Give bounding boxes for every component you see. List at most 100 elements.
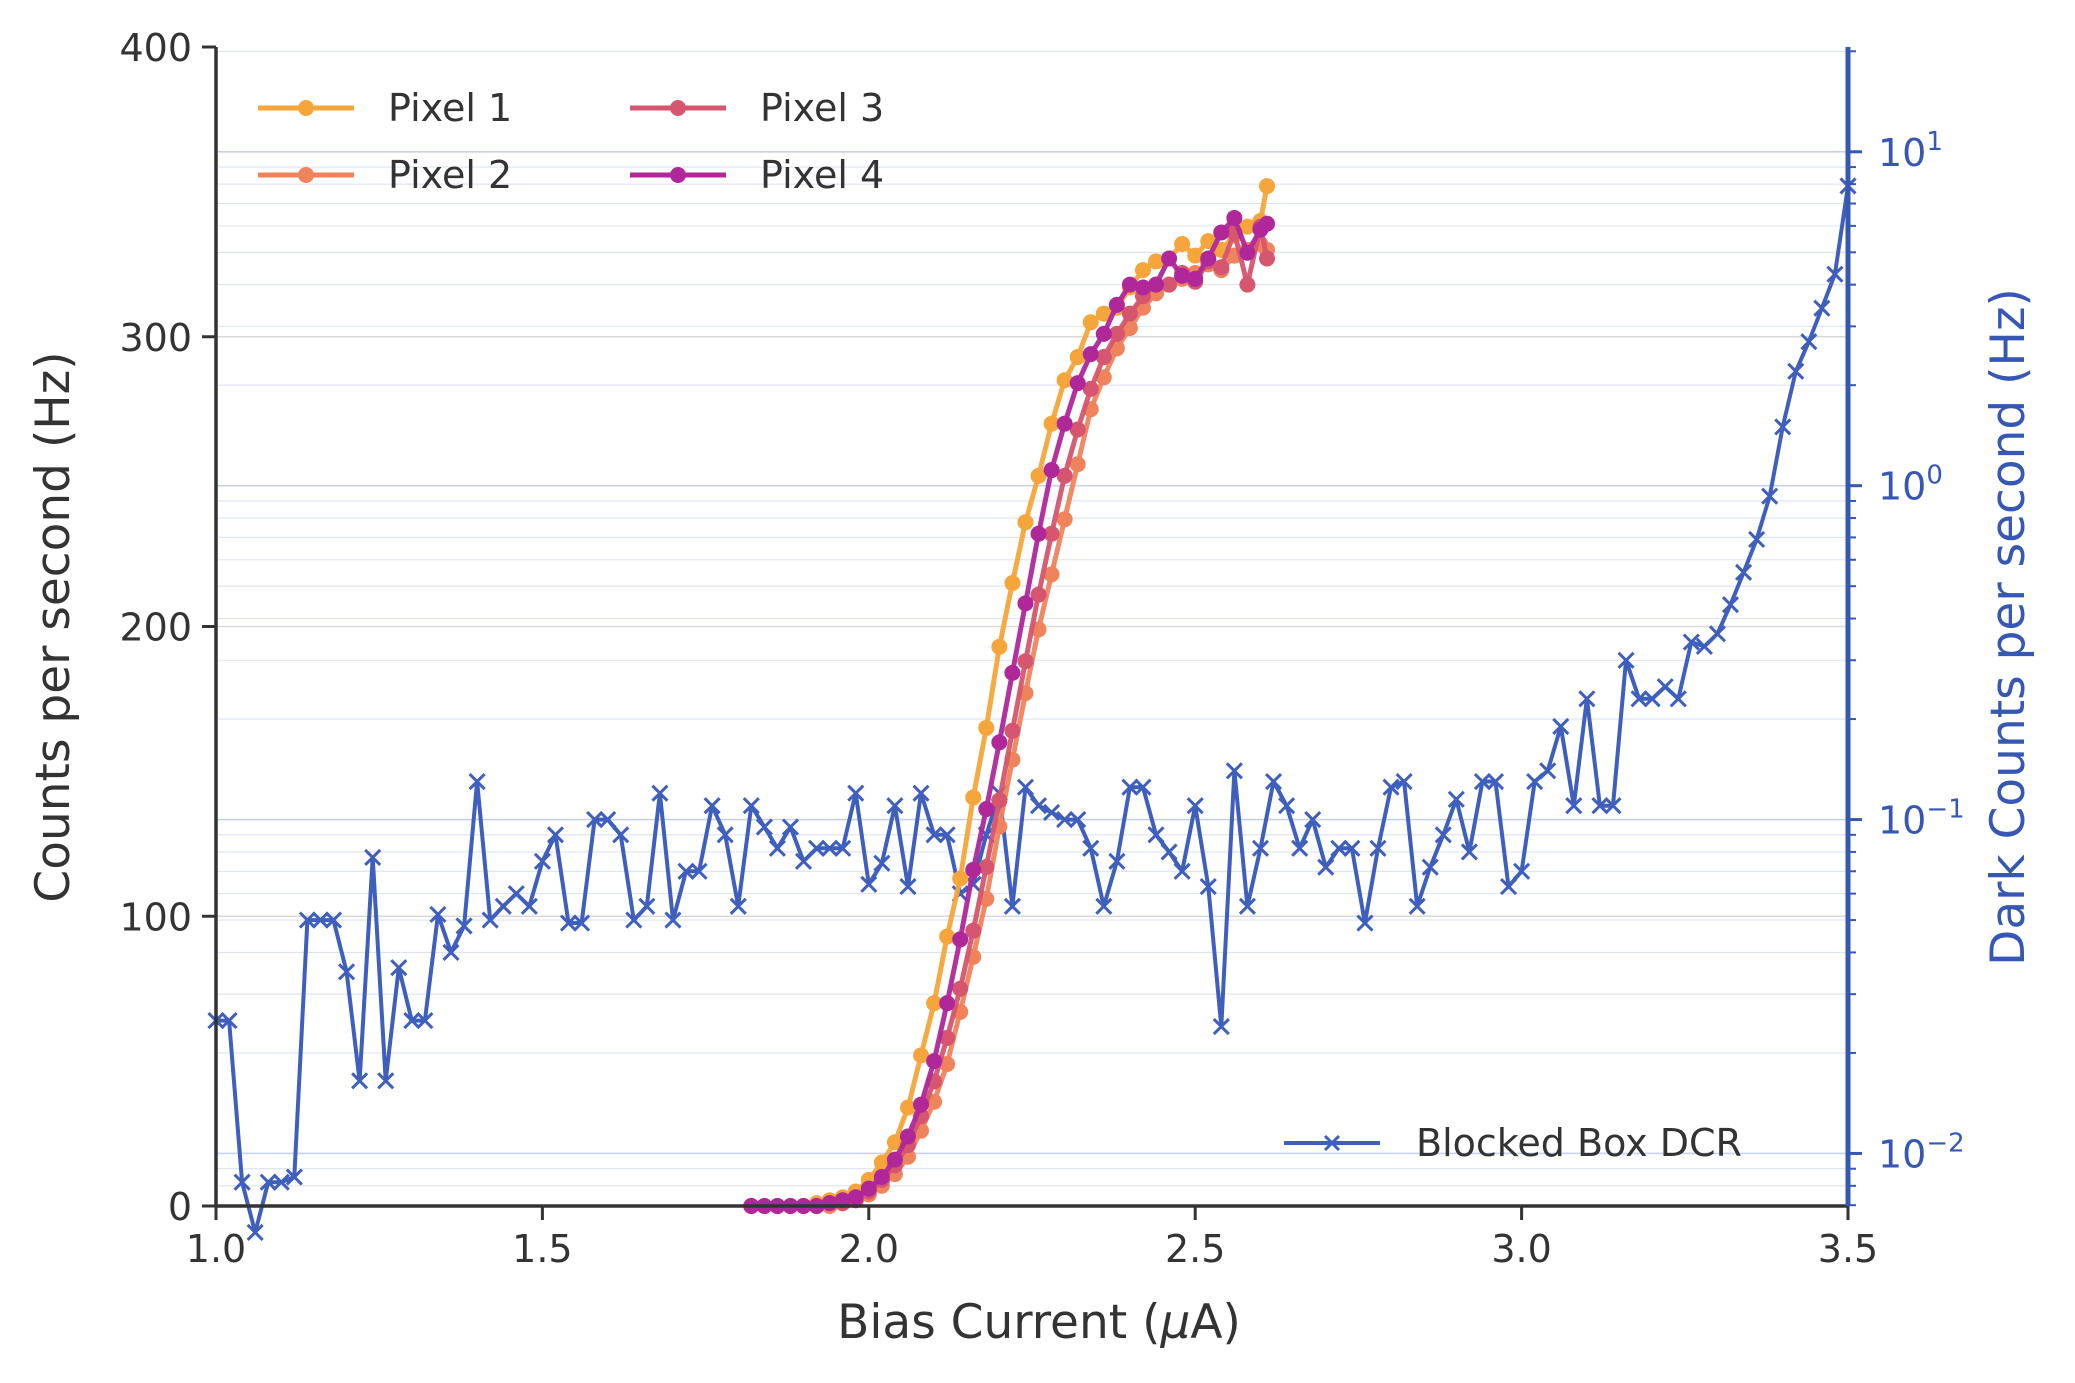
dcr-marker	[573, 914, 591, 932]
dcr-marker-stroke	[1434, 826, 1452, 844]
dcr-marker	[1304, 811, 1322, 829]
pixel-point-1	[952, 870, 969, 887]
dcr-marker-stroke	[1029, 797, 1048, 815]
dcr-marker	[821, 839, 839, 857]
y-left-tick-label: 300	[119, 316, 192, 360]
dcr-marker	[1813, 299, 1831, 317]
y-right-tick-base: 10	[1878, 799, 1926, 843]
pixel-point-3	[1095, 349, 1112, 366]
dcr-marker-stroke	[337, 963, 356, 981]
dcr-marker-stroke	[1721, 596, 1740, 614]
dcr-marker	[1643, 690, 1661, 708]
dcr-marker	[664, 911, 682, 929]
pixel-point-2	[939, 1056, 956, 1073]
dcr-marker	[1748, 530, 1766, 549]
dcr-marker-stroke	[808, 839, 826, 857]
pixel-point-1	[873, 1154, 890, 1171]
dcr-marker-stroke	[468, 772, 486, 791]
pixel-point-3	[939, 1029, 956, 1046]
dcr-marker	[1238, 897, 1256, 915]
dcr-marker	[246, 1223, 264, 1241]
dcr-marker-stroke	[1238, 897, 1256, 915]
dcr-marker	[1617, 651, 1635, 669]
dcr-marker-stroke	[1421, 858, 1439, 876]
dcr-marker-stroke	[1526, 772, 1544, 791]
pixel-point-2	[1069, 456, 1086, 473]
dcr-marker	[1029, 797, 1048, 815]
pixel-point-1	[1069, 349, 1086, 366]
dcr-marker	[1721, 596, 1740, 614]
dcr-marker-stroke	[625, 911, 643, 929]
dcr-marker-stroke	[1251, 839, 1270, 857]
dcr-marker	[912, 784, 930, 802]
pixel-point-4	[1226, 209, 1243, 226]
dcr-marker	[220, 1012, 238, 1030]
dcr-marker-stroke	[233, 1173, 251, 1191]
y-right-tick-base: 10	[1878, 131, 1926, 175]
dcr-marker	[1460, 843, 1478, 861]
grid-layer	[216, 50, 1848, 1206]
dcr-marker	[507, 885, 525, 903]
dcr-marker	[351, 1072, 369, 1090]
dcr-marker-stroke	[1447, 790, 1465, 808]
pixel-point-4	[1017, 595, 1034, 612]
dcr-marker	[1682, 633, 1700, 651]
pixel-point-4	[1213, 224, 1230, 241]
dcr-marker	[1578, 690, 1596, 708]
dcr-marker	[925, 826, 943, 844]
dcr-marker-stroke	[742, 797, 760, 815]
dcr-marker-stroke	[390, 959, 408, 977]
dcr-marker	[834, 839, 852, 857]
pixel-point-1	[1056, 372, 1073, 389]
dcr-marker	[1408, 897, 1426, 915]
dcr-marker	[1526, 772, 1544, 791]
dcr-marker-stroke	[324, 911, 343, 929]
dcr-marker	[599, 811, 617, 829]
y-left-tick-label: 0	[168, 1185, 192, 1229]
dcr-marker	[1826, 265, 1844, 283]
dcr-marker-stroke	[573, 914, 591, 932]
dcr-marker-stroke	[1604, 797, 1622, 815]
dcr-marker	[285, 1168, 303, 1186]
dcr-marker-stroke	[899, 878, 917, 896]
dcr-marker-stroke	[1264, 772, 1283, 791]
pixel-point-1	[913, 1047, 930, 1064]
pixel-point-1	[1148, 253, 1165, 270]
dcr-marker	[1604, 797, 1622, 815]
dcr-marker-stroke	[481, 911, 499, 929]
dcr-marker-stroke	[507, 885, 525, 903]
dcr-marker-stroke	[638, 897, 656, 915]
dcr-marker	[860, 875, 878, 893]
pixel-point-3	[1239, 276, 1256, 293]
dcr-marker-stroke	[494, 897, 512, 915]
pixel-point-1	[899, 1099, 916, 1116]
dcr-marker-stroke	[1356, 914, 1374, 932]
pixel-point-3	[1017, 653, 1034, 670]
dcr-marker	[559, 914, 578, 932]
dcr-marker-stroke	[1761, 487, 1779, 505]
dcr-marker-stroke	[1774, 418, 1792, 436]
dcr-marker	[272, 1173, 290, 1191]
dcr-marker-stroke	[1304, 811, 1322, 829]
legend-marker	[298, 100, 314, 116]
dcr-marker	[1539, 762, 1557, 780]
dcr-marker	[1278, 797, 1296, 815]
pixel-point-1	[978, 719, 995, 736]
dcr-marker	[1761, 487, 1779, 505]
dcr-marker-stroke	[1291, 839, 1309, 857]
pixel-point-1	[1095, 305, 1112, 322]
pixel-point-1	[939, 928, 956, 945]
dcr-marker	[716, 826, 734, 844]
dcr-marker	[455, 917, 473, 935]
dcr-marker-stroke	[429, 905, 447, 923]
legend-entry-dcr: Blocked Box DCR	[1284, 1121, 1742, 1165]
dcr-marker-stroke	[1225, 762, 1243, 780]
dcr-marker-stroke	[1656, 678, 1674, 696]
dcr-marker-stroke	[1003, 897, 1021, 915]
pixel-point-4	[834, 1192, 851, 1209]
dcr-marker	[1434, 826, 1452, 844]
legend-marker	[670, 100, 686, 116]
y-right-tick-label: 10−2	[1878, 1128, 1965, 1176]
pixel-point-1	[1043, 415, 1060, 432]
